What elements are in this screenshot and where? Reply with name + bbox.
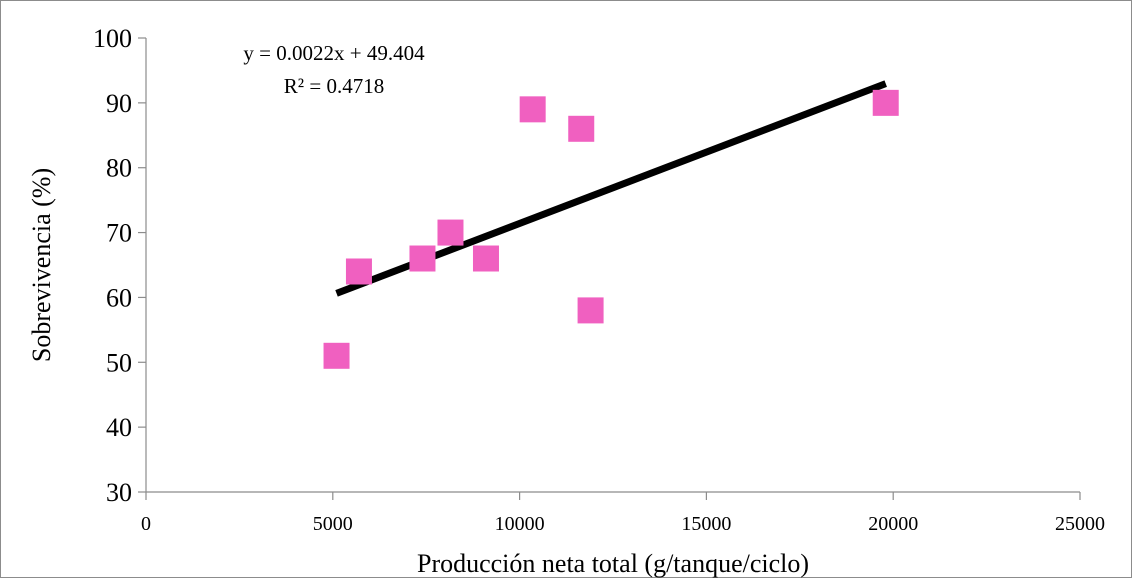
y-tick-label: 40 xyxy=(106,413,132,442)
data-point xyxy=(323,342,350,369)
x-tick-label: 15000 xyxy=(681,513,731,535)
axes: 30 40 50 60 70 80 90 100 0 5000 10000 15000 20000 250… xyxy=(93,24,1105,535)
points-group xyxy=(323,89,899,369)
data-point xyxy=(345,258,372,285)
trendline-r-squared: R² = 0.4718 xyxy=(284,74,384,98)
x-axis-title: Producción neta total (g/tanque/ciclo) xyxy=(417,549,809,578)
data-point xyxy=(577,297,604,324)
x-tick-label: 5000 xyxy=(313,513,353,535)
data-point xyxy=(437,219,464,246)
x-tick-label: 10000 xyxy=(495,513,545,535)
y-tick-label: 90 xyxy=(106,89,132,118)
y-tick-label: 100 xyxy=(93,24,132,53)
y-tick-label: 30 xyxy=(106,478,132,507)
y-tick-label: 70 xyxy=(106,219,132,248)
x-tick-label: 20000 xyxy=(868,513,918,535)
data-point xyxy=(568,115,595,142)
data-point xyxy=(472,245,499,272)
x-tick-label: 25000 xyxy=(1055,513,1105,535)
trendline-equation: y = 0.0022x + 49.404 xyxy=(243,41,425,65)
y-tick-label: 50 xyxy=(106,348,132,377)
data-point xyxy=(409,245,436,272)
x-tick-label: 0 xyxy=(141,513,151,535)
data-point xyxy=(872,89,899,116)
y-tick-label: 60 xyxy=(106,283,132,312)
y-tick-label: 80 xyxy=(106,154,132,183)
y-axis-title: Sobrevivencia (%) xyxy=(27,168,56,362)
data-point xyxy=(519,96,546,123)
